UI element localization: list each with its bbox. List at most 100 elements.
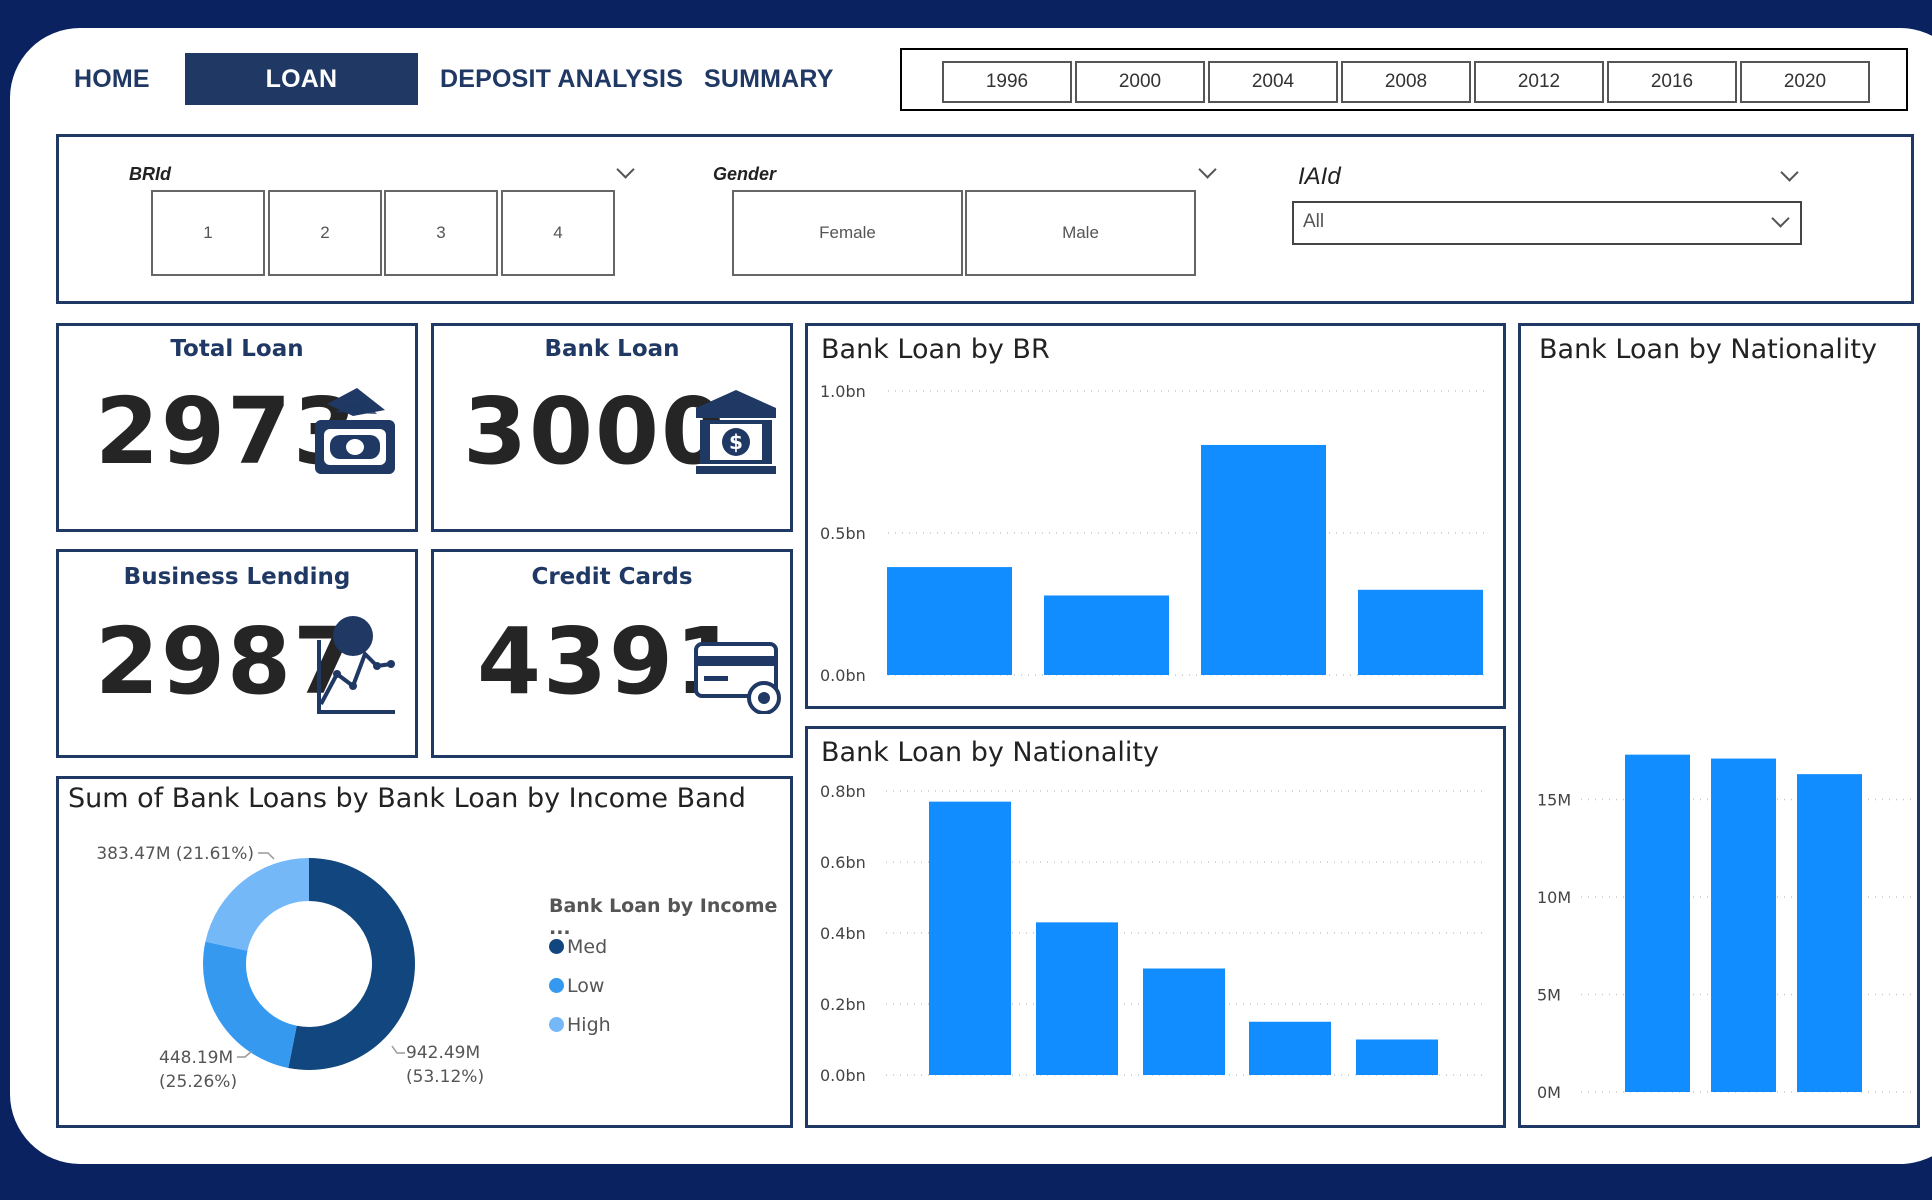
legend-label: Low [567,974,605,997]
y-tick-label: 0M [1537,1083,1561,1102]
legend-item[interactable]: Low [549,966,611,1005]
chart-title: Sum of Bank Loans by Bank Loan by Income… [68,783,746,814]
svg-text:$: $ [729,430,743,454]
data-label: 448.19M [159,1048,233,1068]
leader-line [258,852,275,860]
chart-growth-icon [317,616,395,714]
kpi-title: Total Loan [170,336,304,362]
bank-loan-by-nationality-chart-card-2: Bank Loan by Nationality 0M 5M 10M 15M [1518,323,1920,1128]
kpi-value: 2973 [95,378,360,485]
year-button-2012[interactable]: 2012 [1474,61,1604,103]
bar[interactable] [1044,595,1169,675]
chart-title: Bank Loan by BR [821,334,1050,365]
kpi-card-bank-loan: Bank Loan 3000 $ [431,323,793,532]
bar[interactable] [1143,968,1225,1076]
bank-icon: $ [696,390,776,474]
brid-option-1[interactable]: 1 [151,190,265,276]
chevron-down-icon[interactable] [1198,160,1217,179]
data-label: (25.26%) [159,1072,237,1092]
bank-loan-by-br-chart-card: Bank Loan by BR 0.0bn 0.5bn 1.0bn [805,323,1506,709]
kpi-title: Credit Cards [531,564,693,590]
year-button-2008[interactable]: 2008 [1341,61,1471,103]
legend-title: Bank Loan by Income ... [549,895,778,939]
bar[interactable] [1711,758,1776,1092]
legend-marker [549,978,564,993]
tab-summary[interactable]: SUMMARY [704,65,834,93]
legend-label: Med [567,935,608,958]
money-icon [315,388,395,474]
leader-line [391,1045,405,1054]
kpi-card-credit-cards: Credit Cards 4391 [431,549,793,758]
gender-option-male[interactable]: Male [965,190,1196,276]
year-button-1996[interactable]: 1996 [942,61,1072,103]
kpi-value: 3000 [463,378,728,485]
iaid-dropdown-value: All [1303,211,1325,232]
data-label: 942.49M [406,1043,480,1063]
y-tick-label: 0.2bn [820,995,866,1014]
donut-slice[interactable] [203,941,297,1068]
bar[interactable] [887,567,1012,675]
y-tick-label: 1.0bn [820,382,866,401]
iaid-dropdown[interactable]: All [1292,201,1802,245]
leader-line [237,1050,253,1058]
y-tick-label: 0.6bn [820,853,866,872]
y-tick-label: 0.5bn [820,524,866,543]
y-tick-label: 0.4bn [820,924,866,943]
bar[interactable] [1358,589,1483,675]
bank-loan-by-nationality-bar-chart: 0.0bn 0.2bn 0.4bn 0.6bn 0.8bn [820,782,1488,1085]
y-tick-label: 15M [1537,791,1571,810]
chevron-down-icon[interactable] [1780,163,1799,182]
year-button-2004[interactable]: 2004 [1208,61,1338,103]
chart-title: Bank Loan by Nationality [1539,334,1878,365]
legend-marker [549,939,564,954]
kpi-title: Business Lending [123,564,351,590]
year-slicer: 1996 2000 2004 2008 2012 2016 2020 [900,48,1908,111]
data-label: (53.12%) [406,1067,484,1087]
credit-card-icon [694,642,781,714]
income-band-chart-card: Sum of Bank Loans by Bank Loan by Income… [56,776,793,1128]
legend-item[interactable]: Med [549,927,611,966]
kpi-title: Bank Loan [544,336,680,362]
brid-option-3[interactable]: 3 [384,190,498,276]
bar[interactable] [1201,444,1326,675]
kpi-card-total-loan: Total Loan 2973 [56,323,418,532]
chart-legend: Med Low High [549,927,611,1044]
y-tick-label: 10M [1537,888,1571,907]
bar[interactable] [1356,1039,1438,1076]
gender-slicer-title: Gender [713,164,777,184]
year-button-2016[interactable]: 2016 [1607,61,1737,103]
brid-option-4[interactable]: 4 [501,190,615,276]
data-label: 383.47M (21.61%) [96,844,254,864]
kpi-card-business-lending: Business Lending 2987 [56,549,418,758]
filter-panel: BRId 1 2 3 4 Gender Female Male IAId All [56,134,1914,304]
iaid-slicer-title: IAId [1298,163,1341,190]
y-tick-label: 0.0bn [820,666,866,685]
tab-deposit-analysis[interactable]: DEPOSIT ANALYSIS [440,65,684,93]
legend-label: High [567,1013,611,1036]
bank-loan-by-br-bar-chart: 0.0bn 0.5bn 1.0bn [820,382,1490,685]
bar[interactable] [1797,774,1862,1092]
chevron-down-icon [1771,209,1790,228]
donut-slice[interactable] [288,858,415,1070]
chart-title: Bank Loan by Nationality [821,737,1160,768]
legend-marker [549,1017,564,1032]
y-tick-label: 0.0bn [820,1066,866,1085]
tab-home[interactable]: HOME [74,65,150,93]
bank-loan-by-nationality-chart-card: Bank Loan by Nationality 0.0bn 0.2bn 0.4bn… [805,726,1506,1128]
brid-slicer-title: BRId [129,164,171,184]
chevron-down-icon[interactable] [616,160,635,179]
donut-slice[interactable] [205,858,309,951]
income-band-donut-chart: 942.49M (53.12%) 448.19M (25.26%) 383.47M (2… [96,844,484,1092]
bar[interactable] [929,801,1011,1075]
bar[interactable] [1249,1021,1331,1075]
gender-option-female[interactable]: Female [732,190,963,276]
bar[interactable] [1036,922,1118,1075]
legend-item[interactable]: High [549,1005,611,1044]
year-button-2000[interactable]: 2000 [1075,61,1205,103]
kpi-value: 2987 [95,608,360,715]
y-tick-label: 5M [1537,986,1561,1005]
tab-loan-analysis[interactable]: LOAN ANALYSIS [185,53,418,145]
year-button-2020[interactable]: 2020 [1740,61,1870,103]
brid-option-2[interactable]: 2 [268,190,382,276]
bar[interactable] [1625,754,1690,1092]
